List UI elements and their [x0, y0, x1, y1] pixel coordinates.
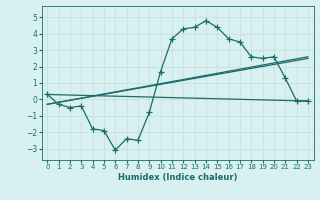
X-axis label: Humidex (Indice chaleur): Humidex (Indice chaleur)	[118, 173, 237, 182]
